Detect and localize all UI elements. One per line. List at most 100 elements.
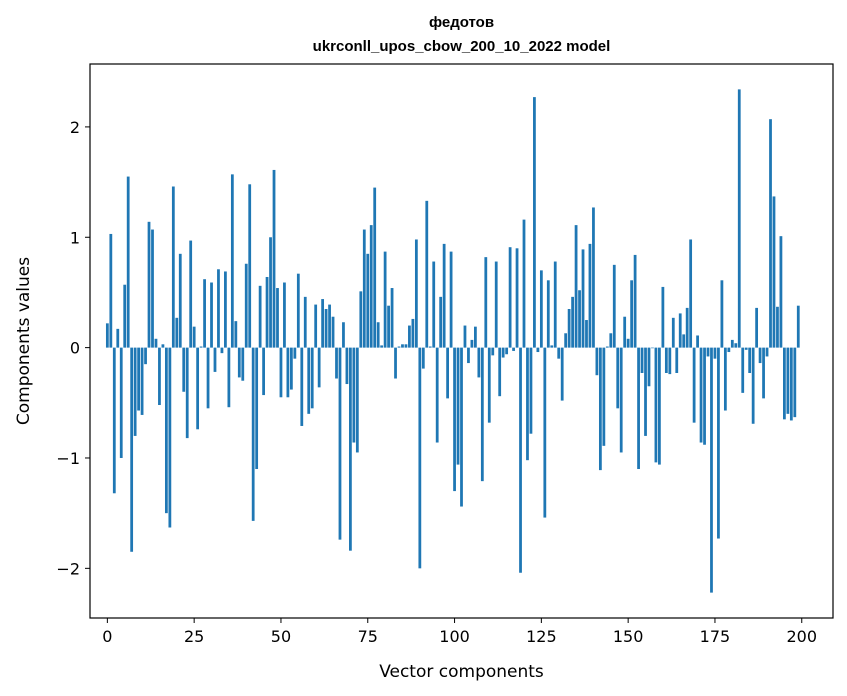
y-tick-label: 1 <box>70 228 80 247</box>
bar-110 <box>487 347 491 423</box>
bar-162 <box>668 347 672 375</box>
bar-7 <box>130 347 134 552</box>
bar-2 <box>112 347 116 494</box>
bar-96 <box>439 296 443 348</box>
bar-142 <box>598 347 602 471</box>
bar-195 <box>783 347 786 420</box>
bar-97 <box>442 243 446 348</box>
bar-68 <box>342 322 345 348</box>
bar-56 <box>300 347 304 426</box>
bar-179 <box>727 347 731 353</box>
bar-18 <box>168 347 172 528</box>
bar-193 <box>776 306 779 348</box>
bar-103 <box>463 325 467 348</box>
bar-176 <box>717 347 720 539</box>
bar-180 <box>730 339 734 348</box>
bar-140 <box>592 207 595 348</box>
bar-168 <box>689 239 693 348</box>
bar-81 <box>387 305 390 348</box>
bar-54 <box>293 347 297 359</box>
bar-163 <box>671 317 675 348</box>
bar-83 <box>394 347 397 379</box>
bar-122 <box>529 347 533 434</box>
bar-146 <box>612 264 616 348</box>
bar-25 <box>192 326 196 348</box>
bar-36 <box>230 174 234 348</box>
bar-184 <box>744 347 748 350</box>
bar-119 <box>519 347 522 573</box>
bar-182 <box>737 89 741 348</box>
bar-152 <box>633 254 637 348</box>
bar-82 <box>390 288 394 348</box>
bar-197 <box>789 347 793 421</box>
bar-99 <box>449 251 453 348</box>
bar-147 <box>616 347 620 409</box>
bar-190 <box>765 347 769 357</box>
bar-131 <box>560 347 564 401</box>
bar-170 <box>696 335 699 348</box>
bar-92 <box>425 200 429 348</box>
bar-64 <box>328 304 331 348</box>
x-tick-label: 175 <box>700 627 731 646</box>
bar-62 <box>321 299 325 348</box>
bar-101 <box>456 347 460 465</box>
y-tick-label: −2 <box>56 559 80 578</box>
bar-191 <box>769 119 772 348</box>
bar-73 <box>359 291 363 348</box>
bar-109 <box>484 257 488 348</box>
bar-186 <box>751 347 755 424</box>
bar-57 <box>303 296 307 348</box>
bar-171 <box>699 347 703 443</box>
bar-27 <box>199 346 203 348</box>
bar-71 <box>352 347 356 443</box>
bar-198 <box>793 347 797 418</box>
bar-48 <box>272 169 276 348</box>
bar-156 <box>647 347 651 387</box>
bar-112 <box>494 261 498 348</box>
bar-144 <box>605 346 609 348</box>
bar-3 <box>116 328 120 348</box>
bar-45 <box>262 347 265 396</box>
bar-24 <box>189 240 193 348</box>
bar-135 <box>574 225 578 348</box>
bars-group <box>105 89 800 593</box>
bar-76 <box>369 225 373 348</box>
bar-47 <box>269 237 272 348</box>
bar-35 <box>227 347 231 408</box>
bar-178 <box>723 347 727 411</box>
bar-53 <box>289 347 293 390</box>
x-axis-ticks: 0 25 50 75 100 125 150 175 200 <box>102 618 817 646</box>
bar-98 <box>446 347 449 399</box>
bar-10 <box>140 347 144 415</box>
bar-42 <box>251 347 255 521</box>
bar-127 <box>546 280 550 348</box>
y-tick-label: 0 <box>70 339 80 358</box>
bar-69 <box>345 347 349 385</box>
bar-196 <box>786 347 790 414</box>
bar-66 <box>335 347 338 379</box>
bar-51 <box>283 282 286 348</box>
bar-192 <box>772 196 776 348</box>
x-tick-label: 150 <box>613 627 644 646</box>
bar-116 <box>508 247 512 348</box>
bar-107 <box>477 347 481 378</box>
bar-89 <box>414 239 418 348</box>
bar-59 <box>310 347 314 409</box>
bar-136 <box>578 290 581 348</box>
bar-49 <box>276 288 279 348</box>
bar-181 <box>734 343 738 348</box>
bar-128 <box>550 345 554 348</box>
bar-134 <box>571 296 574 348</box>
bar-177 <box>720 280 724 348</box>
bar-174 <box>710 347 713 593</box>
bar-111 <box>491 347 495 356</box>
bar-129 <box>553 261 557 348</box>
bar-37 <box>234 321 238 348</box>
bar-1 <box>109 233 113 348</box>
bar-126 <box>543 347 547 518</box>
bar-108 <box>480 347 484 482</box>
x-axis-label: Vector components <box>379 662 544 682</box>
bar-117 <box>512 347 515 351</box>
bar-150 <box>626 338 630 348</box>
bar-67 <box>338 347 342 540</box>
